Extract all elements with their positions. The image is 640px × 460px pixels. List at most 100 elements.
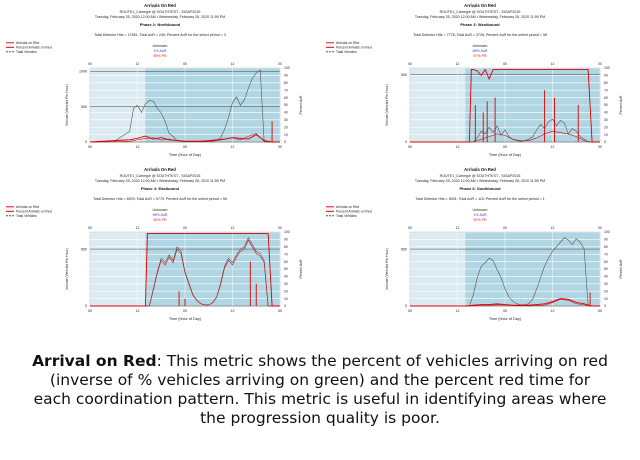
y2-tick-label: 50 <box>604 103 608 107</box>
x-top-tick-label: 00 <box>183 226 187 230</box>
y2-tick-label: 20 <box>604 125 608 129</box>
y2-tick-label: 100 <box>284 230 290 234</box>
chart-summary: Total Detector Hits = 8091; Total AoR = … <box>415 197 544 201</box>
series-aor <box>410 130 600 143</box>
y2-axis-label: Percent AoR <box>619 95 623 115</box>
x-tick-label: 12 <box>136 309 140 313</box>
y2-tick-label: 0 <box>604 140 606 144</box>
x-top-tick-label: 00 <box>408 62 412 66</box>
plan-aor: 96% AoR <box>153 213 168 217</box>
plan-pr: 97% PR <box>473 54 487 58</box>
y2-tick-label: 80 <box>284 81 288 85</box>
chart-phase: Phase 2: Northbound <box>140 22 181 27</box>
y2-tick-label: 90 <box>604 74 608 78</box>
chart-date-range: Tuesday, February 25, 2020 12:00 AM • We… <box>95 179 225 183</box>
chart-subtitle: ROUTE1_Carnegie @ SOUTHTEST - SIGAP2015 <box>440 10 521 14</box>
chart-subtitle: ROUTE1_Carnegie @ SOUTHTEST - SIGAP2015 <box>440 174 521 178</box>
legend-label: Percent Arrivals on Red <box>336 210 372 214</box>
chart-phase: Phase 6: Southbound <box>459 186 501 191</box>
caption-term: Arrival on Red <box>32 352 157 370</box>
series-total <box>410 237 600 307</box>
chart-date-range: Tuesday, February 25, 2020 12:00 AM • We… <box>415 179 545 183</box>
y-tick-label: 500 <box>81 105 87 109</box>
y2-tick-label: 0 <box>284 304 286 308</box>
y2-tick-label: 40 <box>604 111 608 115</box>
x-top-tick-label: 12 <box>551 226 555 230</box>
chart-phase-6: Arrivals On Red ROUTE1_Carnegie @ SOUTHTE… <box>320 164 640 332</box>
y2-tick-label: 50 <box>284 103 288 107</box>
y2-tick-label: 70 <box>284 252 288 256</box>
x-axis-label: Time (Hour of Day) <box>489 153 522 157</box>
x-top-tick-label: 00 <box>598 226 602 230</box>
x-tick-label: 00 <box>598 145 602 149</box>
plan-pr: 96% PR <box>153 218 167 222</box>
legend-label: Arrivals on Red <box>336 41 359 45</box>
x-tick-label: 00 <box>503 309 507 313</box>
legend-label: Percent Arrivals on Red <box>16 46 52 50</box>
y2-tick-label: 0 <box>284 140 286 144</box>
y2-tick-label: 80 <box>604 81 608 85</box>
y-axis-label: Volume (Vehicles Per Hour) <box>385 84 389 126</box>
x-tick-label: 12 <box>456 145 460 149</box>
y-axis-label: Volume (Vehicles Per Hour) <box>65 248 69 290</box>
x-top-tick-label: 00 <box>408 226 412 230</box>
x-tick-label: 12 <box>551 145 555 149</box>
series-percent <box>89 134 280 143</box>
plan-name: Unknown <box>473 208 488 212</box>
chart-svg: Arrivals On Red ROUTE1_Carnegie @ SOUTHTE… <box>6 3 303 157</box>
legend-label: Percent Arrivals on Red <box>16 210 52 214</box>
plan-name: Unknown <box>153 208 168 212</box>
legend-label: Total Vehicles <box>336 50 357 54</box>
y-tick-label: 0 <box>85 304 87 308</box>
chart-title: Arrivals On Red <box>144 3 176 8</box>
legend-label: Percent Arrivals on Red <box>336 46 372 50</box>
plan-pr: 95% PR <box>153 54 167 58</box>
y2-tick-label: 100 <box>284 66 290 70</box>
chart-date-range: Tuesday, February 25, 2020 12:00 AM • We… <box>415 15 545 19</box>
y2-tick-label: 70 <box>604 252 608 256</box>
y2-tick-label: 100 <box>604 230 610 234</box>
plan-name: Unknown <box>153 44 168 48</box>
x-top-tick-label: 00 <box>88 62 92 66</box>
chart-title: Arrivals On Red <box>464 3 496 8</box>
x-tick-label: 00 <box>503 145 507 149</box>
x-top-tick-label: 12 <box>551 62 555 66</box>
y2-tick-label: 60 <box>604 260 608 264</box>
legend-label: Arrivals on Red <box>336 205 359 209</box>
y-tick-label: 500 <box>401 247 407 251</box>
x-axis-label: Time (Hour of Day) <box>169 317 202 321</box>
y2-tick-label: 10 <box>604 297 608 301</box>
y2-tick-label: 100 <box>604 66 610 70</box>
y-tick-label: 0 <box>85 140 87 144</box>
chart-phase-3: Arrivals On Red ROUTE1_Carnegie @ SOUTHTE… <box>320 0 640 168</box>
x-tick-label: 12 <box>231 145 235 149</box>
chart-svg: Arrivals On Red ROUTE1_Carnegie @ SOUTHTE… <box>6 167 303 321</box>
x-top-tick-label: 12 <box>136 62 140 66</box>
y2-tick-label: 40 <box>604 275 608 279</box>
y-tick-label: 500 <box>401 73 407 77</box>
caption: Arrival on Red: This metric shows the pe… <box>30 352 610 428</box>
x-axis-label: Time (Hour of Day) <box>169 153 202 157</box>
y2-tick-label: 20 <box>604 289 608 293</box>
y2-tick-label: 40 <box>284 275 288 279</box>
y2-tick-label: 70 <box>284 88 288 92</box>
x-tick-label: 00 <box>408 145 412 149</box>
y2-tick-label: 50 <box>284 267 288 271</box>
x-tick-label: 00 <box>183 145 187 149</box>
x-tick-label: 12 <box>136 145 140 149</box>
legend-label: Total Vehicles <box>16 214 37 218</box>
plan-aor: 58% AoR <box>473 49 488 53</box>
y-axis-label: Volume (Vehicles Per Hour) <box>65 84 69 126</box>
y2-tick-label: 20 <box>284 289 288 293</box>
y2-axis-label: Percent AoR <box>299 95 303 115</box>
x-axis-label: Time (Hour of Day) <box>489 317 522 321</box>
caption-text: : This metric shows the percent of vehic… <box>33 352 608 427</box>
y2-tick-label: 30 <box>284 282 288 286</box>
chart-phase-2: Arrivals On Red ROUTE1_Carnegie @ SOUTHTE… <box>0 0 320 168</box>
series-aor <box>410 298 600 307</box>
chart-date-range: Tuesday, February 25, 2020 12:00 AM • We… <box>95 15 225 19</box>
chart-summary: Total Detector Hits = 17561; Total AoR =… <box>94 33 226 37</box>
